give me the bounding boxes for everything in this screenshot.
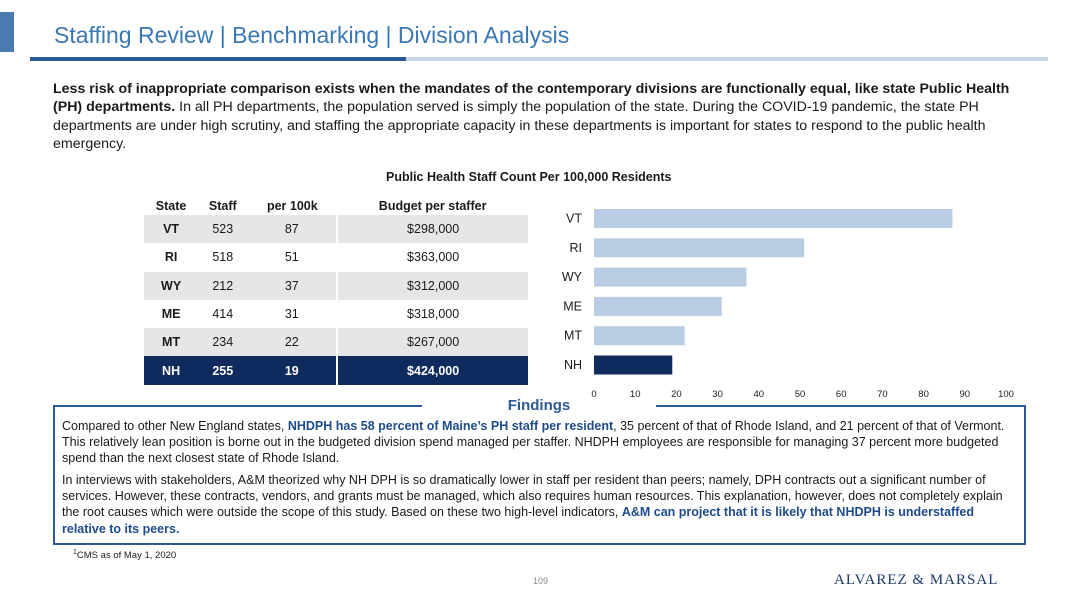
title-underline-dark — [30, 57, 406, 61]
footnote: 1CMS as of May 1, 2020 — [73, 549, 176, 561]
chart-title: Public Health Staff Count Per 100,000 Re… — [386, 170, 672, 184]
category-label: RI — [570, 241, 583, 255]
cell-state: RI — [144, 243, 198, 271]
category-label: ME — [563, 299, 582, 313]
category-label: NH — [564, 358, 582, 372]
findings-paragraph-1: Compared to other New England states, NH… — [62, 418, 1012, 467]
cell-state: NH — [144, 356, 198, 384]
cell-per100k: 37 — [247, 272, 337, 300]
page-title: Staffing Review | Benchmarking | Divisio… — [54, 22, 569, 49]
header-staff: Staff — [198, 196, 247, 215]
cell-staff: 234 — [198, 328, 247, 356]
bar-vt — [594, 209, 952, 228]
category-label: WY — [562, 270, 583, 284]
cell-staff: 518 — [198, 243, 247, 271]
table-row: WY 212 37 $312,000 — [144, 272, 528, 300]
cell-state: ME — [144, 300, 198, 328]
cell-budget: $267,000 — [337, 328, 528, 356]
bar-wy — [594, 268, 746, 287]
header-accent-block — [0, 12, 14, 52]
cell-state: MT — [144, 328, 198, 356]
table-header-row: State Staff per 100k Budget per staffer — [144, 196, 528, 215]
title-underline-light — [406, 57, 1048, 61]
category-label: VT — [566, 212, 582, 226]
x-tick-label: 40 — [754, 389, 765, 400]
x-tick-label: 80 — [918, 389, 929, 400]
cell-state: VT — [144, 215, 198, 243]
cell-per100k: 31 — [247, 300, 337, 328]
table-row: ME 414 31 $318,000 — [144, 300, 528, 328]
table-row: MT 234 22 $267,000 — [144, 328, 528, 356]
cell-staff: 414 — [198, 300, 247, 328]
bar-me — [594, 297, 722, 316]
cell-per100k: 19 — [247, 356, 337, 384]
cell-per100k: 87 — [247, 215, 337, 243]
cell-staff: 212 — [198, 272, 247, 300]
cell-budget: $424,000 — [337, 356, 528, 384]
company-logo: ALVAREZ & MARSAL — [834, 572, 998, 589]
cell-per100k: 22 — [247, 328, 337, 356]
cell-staff: 523 — [198, 215, 247, 243]
findings-p1-pre: Compared to other New England states, — [62, 419, 288, 433]
cell-budget: $318,000 — [337, 300, 528, 328]
x-tick-label: 20 — [671, 389, 682, 400]
cell-per100k: 51 — [247, 243, 337, 271]
staffing-table: State Staff per 100k Budget per staffer … — [144, 196, 528, 385]
x-tick-label: 50 — [795, 389, 806, 400]
table-row: VT 523 87 $298,000 — [144, 215, 528, 243]
category-label: MT — [564, 329, 582, 343]
x-tick-label: 90 — [960, 389, 971, 400]
cell-budget: $363,000 — [337, 243, 528, 271]
findings-heading: Findings — [422, 397, 656, 414]
cell-budget: $298,000 — [337, 215, 528, 243]
intro-body: In all PH departments, the population se… — [53, 99, 985, 152]
bar-mt — [594, 326, 685, 345]
header-budget: Budget per staffer — [337, 196, 528, 215]
intro-paragraph: Less risk of inappropriate comparison ex… — [53, 80, 1023, 153]
table-row: RI 518 51 $363,000 — [144, 243, 528, 271]
x-tick-label: 60 — [836, 389, 847, 400]
x-tick-label: 70 — [877, 389, 888, 400]
findings-paragraph-2: In interviews with stakeholders, A&M the… — [62, 472, 1012, 537]
x-tick-label: 100 — [998, 389, 1014, 400]
header-per100k: per 100k — [247, 196, 337, 215]
header-state: State — [144, 196, 198, 215]
cell-staff: 255 — [198, 356, 247, 384]
x-tick-label: 30 — [712, 389, 723, 400]
footnote-text: CMS as of May 1, 2020 — [77, 550, 176, 561]
table-row-highlighted: NH 255 19 $424,000 — [144, 356, 528, 384]
page-number: 109 — [533, 576, 548, 586]
cell-budget: $312,000 — [337, 272, 528, 300]
findings-p1-bold: NHDPH has 58 percent of Maine’s PH staff… — [288, 419, 613, 433]
cell-state: WY — [144, 272, 198, 300]
bar-nh — [594, 356, 672, 375]
bar-ri — [594, 238, 804, 257]
